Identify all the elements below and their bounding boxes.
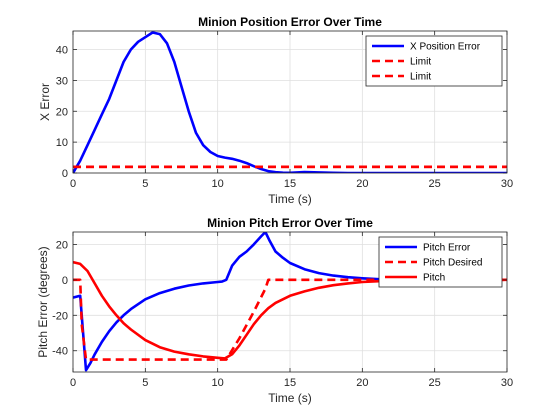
position-error-chart: 0 5 10 15 20 25 30 0 10 20 30 40 Minion Position Err…	[38, 15, 513, 206]
x-tick-label: 25	[429, 178, 441, 190]
x-tick-label: 10	[212, 377, 224, 389]
y-tick-label: -20	[52, 310, 68, 322]
legend-label-0: X Position Error	[410, 42, 481, 53]
x-tick-label: 5	[142, 178, 148, 190]
chart-title: Minion Position Error Over Time	[198, 15, 382, 29]
legend-label-1: Limit	[410, 57, 431, 68]
y-tick-label: 0	[62, 168, 68, 180]
y-tick-label: -40	[52, 346, 68, 358]
series-group	[73, 31, 507, 173]
legend-label-2: Pitch	[423, 273, 445, 284]
series-group	[73, 232, 507, 372]
y-tick-label: 30	[56, 75, 68, 87]
y-tick-label: 40	[56, 45, 68, 57]
x-tick-label: 30	[501, 178, 513, 190]
x-tick-label: 20	[356, 178, 368, 190]
y-tick-label: 0	[62, 275, 68, 287]
y-tick-label: 20	[56, 239, 68, 251]
series-line-2	[73, 260, 507, 360]
series-line-1	[73, 278, 507, 361]
legend-label-1: Pitch Desired	[423, 258, 482, 269]
x-tick-label: 0	[70, 377, 76, 389]
series-line-0	[73, 232, 399, 372]
y-tick-label: 10	[56, 137, 68, 149]
chart-title: Minion Pitch Error Over Time	[207, 216, 373, 230]
x-tick-label: 5	[142, 377, 148, 389]
x-tick-label: 20	[356, 377, 368, 389]
x-axis-label: Time (s)	[268, 391, 312, 405]
legend-label-0: Pitch Error	[423, 243, 471, 254]
x-axis-label: Time (s)	[268, 192, 312, 206]
y-axis-label: X Error	[38, 83, 52, 121]
legend: Pitch Error Pitch Desired Pitch	[378, 236, 503, 288]
pitch-error-chart: 0 5 10 15 20 25 30 -40 -20 0 20 Minion Pitch Error …	[36, 216, 513, 405]
x-tick-label: 10	[212, 178, 224, 190]
x-tick-label: 15	[284, 178, 296, 190]
x-tick-label: 25	[429, 377, 441, 389]
y-tick-label: 20	[56, 106, 68, 118]
legend: X Position Error Limit Limit	[365, 35, 503, 87]
series-line-0	[73, 31, 507, 173]
x-tick-label: 15	[284, 377, 296, 389]
x-tick-label: 0	[70, 178, 76, 190]
legend-label-2: Limit	[410, 72, 431, 83]
x-tick-label: 30	[501, 377, 513, 389]
y-axis-label: Pitch Error (degrees)	[36, 246, 50, 357]
